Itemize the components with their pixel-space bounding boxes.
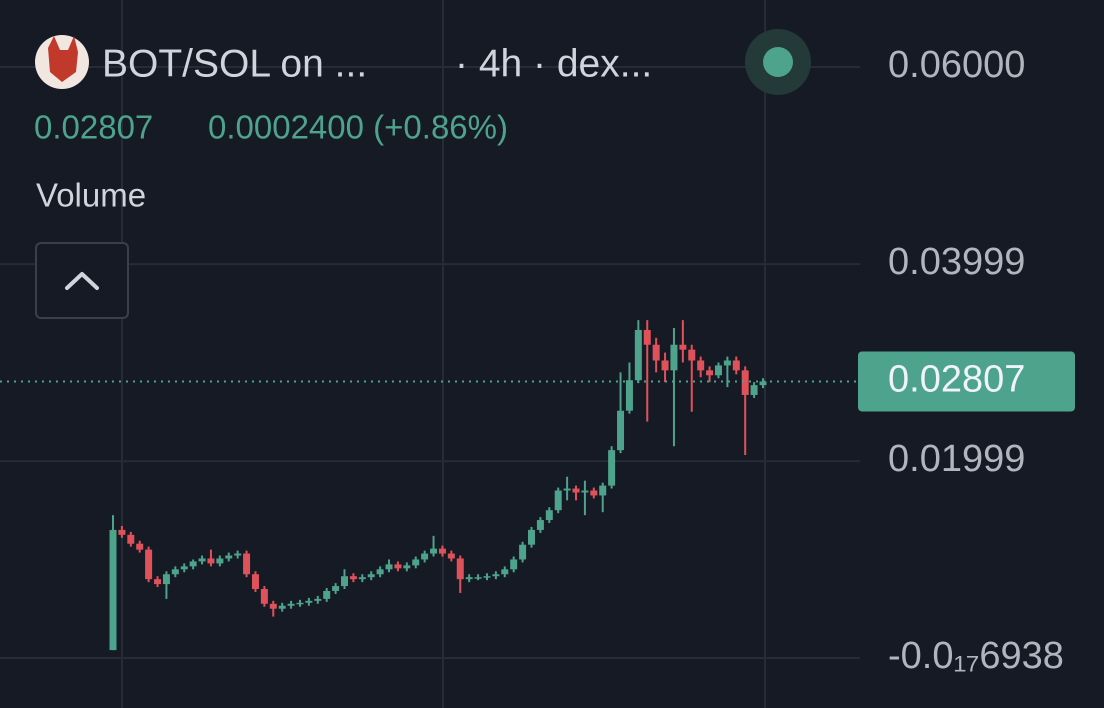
candle-body: [198, 558, 206, 562]
candle-body: [269, 603, 277, 609]
candle-body: [421, 553, 429, 560]
candle-body: [456, 558, 464, 580]
candle-body: [750, 385, 758, 395]
candle-body: [634, 329, 642, 381]
candle-body: [305, 600, 313, 603]
candle-body: [572, 488, 580, 493]
y-tick-label: 0.06000: [888, 44, 1025, 86]
candle-body: [714, 365, 722, 376]
candle-body: [625, 380, 633, 411]
candle-body: [465, 577, 473, 580]
candle-body: [145, 549, 153, 580]
candle-body: [617, 410, 625, 451]
candle-body: [296, 602, 304, 605]
pair-name[interactable]: BOT/SOL on ...: [102, 42, 367, 85]
y-tick-label: 0.01999: [888, 438, 1025, 480]
candle-body: [519, 544, 527, 560]
candles: [109, 320, 767, 651]
interval[interactable]: · 4h · dex...: [455, 42, 652, 85]
y-tick-label: 0.03999: [888, 241, 1025, 283]
candle-body: [216, 558, 224, 564]
candle-body: [643, 329, 651, 345]
candle-body: [171, 569, 179, 575]
candle-body: [438, 548, 446, 554]
candle-body: [136, 543, 144, 550]
candle-body: [189, 561, 197, 567]
candle-body: [243, 553, 251, 575]
candle-body: [367, 574, 375, 578]
candle-body: [403, 565, 411, 569]
candle-body: [287, 603, 295, 606]
symbol-logo[interactable]: [35, 35, 89, 89]
button-frame: [35, 242, 129, 319]
candle-body: [688, 349, 696, 361]
candle-body: [741, 370, 749, 395]
chevron-up: [65, 272, 99, 290]
candle-body: [581, 490, 589, 493]
candle-body: [590, 490, 598, 496]
candle-body: [332, 586, 340, 591]
price-label: 0.02807: [888, 359, 1025, 401]
candle-body: [492, 574, 500, 577]
candle-body: [314, 598, 322, 601]
candle-body: [661, 360, 669, 371]
candle-body: [109, 529, 117, 651]
candle-body: [474, 577, 482, 579]
candle-body: [278, 605, 286, 609]
volume-label: Volume: [36, 177, 146, 214]
candle-body: [554, 490, 562, 511]
candle-body: [251, 574, 259, 590]
candle-body: [207, 558, 215, 564]
horizontal-grid: [0, 65, 860, 659]
candle-body: [483, 576, 491, 578]
candle-body: [536, 520, 544, 530]
legend-price: 0.02807: [34, 109, 153, 146]
candle-body: [501, 569, 509, 575]
candle-body: [260, 589, 268, 604]
status-dot[interactable]: [763, 47, 793, 77]
candle-body: [180, 566, 188, 570]
candle-body: [723, 360, 731, 366]
candle-body: [652, 344, 660, 361]
logo-dog: [48, 36, 78, 82]
candle-body: [162, 574, 170, 585]
candle-body: [430, 548, 438, 554]
candle-body: [349, 576, 357, 580]
candle-body: [234, 553, 242, 556]
candle-body: [323, 590, 331, 599]
candle-body: [759, 381, 767, 386]
candle-body: [563, 488, 571, 491]
candle-body: [510, 559, 518, 570]
candle-body: [127, 534, 135, 544]
overlay: 0.06000 0.03999 0.01999 -0.0₁₇6938 0.02807: [0, 44, 1075, 677]
candle-body: [608, 450, 616, 486]
y-tick-label: -0.0₁₇6938: [888, 635, 1064, 677]
vertical-grid: [121, 0, 766, 708]
candle-body: [545, 510, 553, 521]
candle-body: [670, 344, 678, 371]
candle-body: [732, 360, 740, 371]
candle-body: [599, 485, 607, 496]
candle-body: [697, 360, 705, 371]
legend-change: 0.0002400 (+0.86%): [208, 109, 508, 146]
candle-body: [225, 555, 233, 559]
candle-body: [412, 559, 420, 566]
candle-body: [376, 569, 384, 575]
candle-body: [118, 529, 126, 535]
candle-body: [154, 579, 162, 585]
candle-body: [385, 564, 393, 570]
collapse-button[interactable]: [35, 242, 129, 319]
candle-body: [447, 553, 455, 559]
candle-body: [394, 564, 402, 569]
candle-body: [706, 370, 714, 376]
candle-body: [358, 577, 366, 580]
candle-body: [527, 529, 535, 545]
price-label-bg: [858, 351, 1075, 412]
candle-body: [679, 344, 687, 350]
candle-body: [341, 576, 349, 587]
